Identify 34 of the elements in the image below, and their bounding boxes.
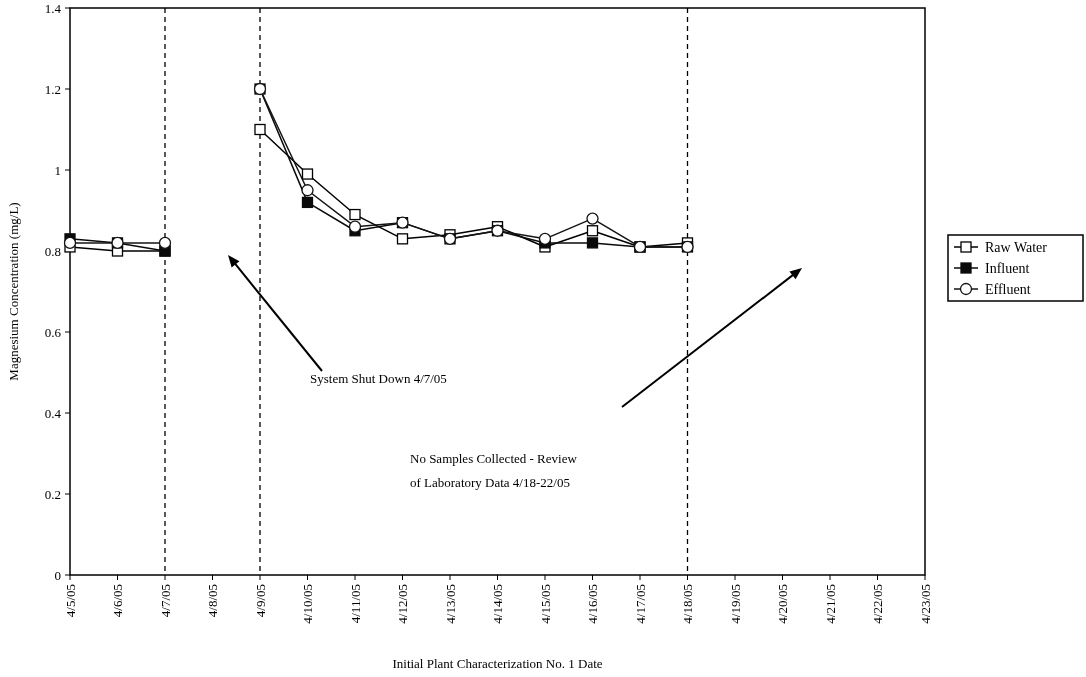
x-tick-label: 4/21/05 [822, 584, 838, 624]
x-tick-label: 4/14/05 [490, 584, 506, 624]
x-tick-label: 4/13/05 [442, 584, 458, 624]
legend-label: Raw Water [985, 239, 1048, 255]
annotation: No Samples Collected - Review of Laboratory Data 4/18-22/05 [410, 451, 578, 490]
y-tick-label: 0.6 [44, 324, 62, 340]
y-tick-label: 1 [54, 162, 61, 178]
y-tick-label: 0 [54, 567, 61, 583]
x-tick-label: 4/19/05 [727, 584, 743, 624]
x-tick-label: 4/6/05 [110, 584, 126, 618]
x-tick-label: 4/23/05 [917, 584, 933, 624]
x-tick-label: 4/22/05 [870, 584, 886, 624]
y-tick-label: 0.4 [44, 405, 62, 421]
x-tick-label: 4/10/05 [300, 584, 316, 624]
x-tick-label: 4/7/05 [157, 584, 173, 618]
y-tick-label: 1.4 [44, 0, 62, 16]
x-tick-label: 4/11/05 [347, 584, 363, 624]
x-tick-label: 4/15/05 [537, 584, 553, 624]
x-tick-label: 4/18/05 [680, 584, 696, 624]
annotation: System Shut Down 4/7/05 [310, 371, 447, 386]
y-tick-label: 1.2 [44, 81, 61, 97]
x-tick-label: 4/12/05 [395, 584, 411, 624]
y-axis-title: Magnesium Concentration (mg/L) [6, 202, 21, 381]
x-tick-label: 4/17/05 [632, 584, 648, 624]
x-tick-label: 4/8/05 [205, 584, 221, 618]
y-tick-label: 0.8 [44, 243, 61, 259]
x-tick-label: 4/16/05 [585, 584, 601, 624]
legend-label: Influent [985, 260, 1030, 276]
x-tick-label: 4/5/05 [62, 584, 78, 618]
x-axis-title: Initial Plant Characterization No. 1 Date [392, 656, 603, 671]
x-tick-label: 4/20/05 [775, 584, 791, 624]
y-tick-label: 0.2 [44, 486, 61, 502]
legend-label: Effluent [985, 281, 1031, 297]
x-tick-label: 4/9/05 [252, 584, 268, 618]
